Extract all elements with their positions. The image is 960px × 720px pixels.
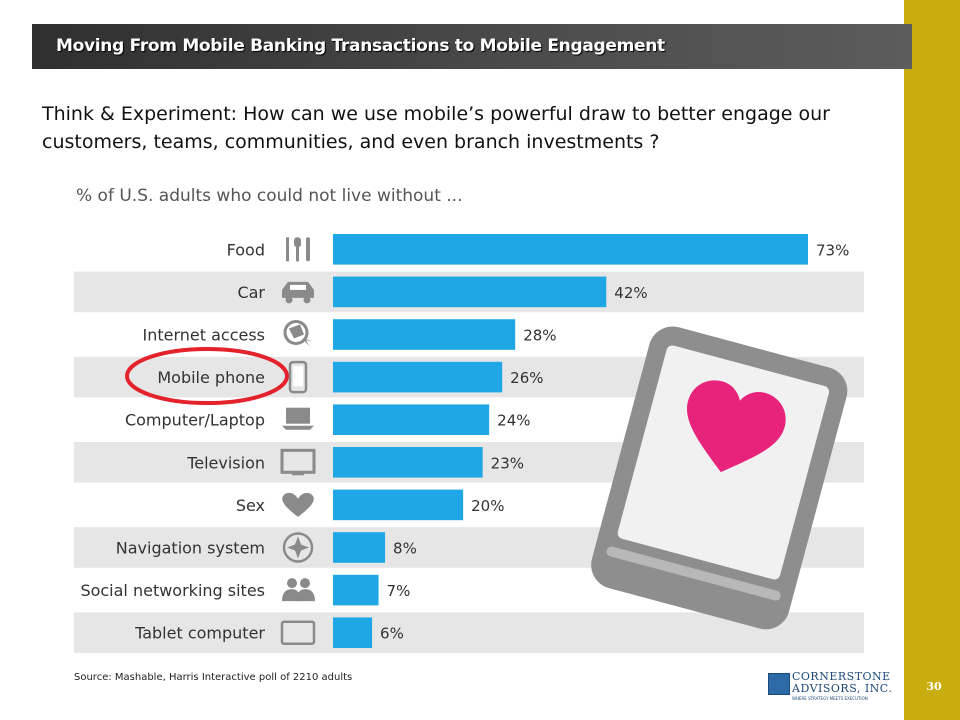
bar xyxy=(333,574,379,606)
slide-title: Moving From Mobile Banking Transactions … xyxy=(56,36,665,56)
value-label: 6% xyxy=(380,625,404,643)
bar xyxy=(333,532,386,563)
category-label: Computer/Laptop xyxy=(125,411,265,430)
highlight-circle xyxy=(125,347,289,405)
bar-row: Television 23% xyxy=(186,447,524,478)
bar-row: Food 73% xyxy=(227,234,849,265)
bar-row: Computer/Laptop 24% xyxy=(125,404,531,435)
value-label: 28% xyxy=(523,327,556,345)
tablet-icon xyxy=(280,620,316,645)
company-logo: CORNERSTONE ADVISORS, INC. WHERE STRATEG… xyxy=(768,670,896,712)
bar-row: Tablet computer 6% xyxy=(134,617,404,648)
value-label: 23% xyxy=(491,454,524,472)
bar xyxy=(333,361,503,393)
mobile-phone-icon xyxy=(288,360,308,394)
bar xyxy=(333,404,490,435)
car-icon xyxy=(282,281,314,304)
category-label: Food xyxy=(227,240,265,259)
value-label: 42% xyxy=(614,284,647,302)
big-heart-icon xyxy=(687,380,786,473)
compass-icon xyxy=(282,532,314,563)
header-bar xyxy=(32,24,912,69)
value-label: 7% xyxy=(387,582,411,600)
bar-row: Car 42% xyxy=(237,276,648,308)
logo-mark-icon xyxy=(768,673,790,695)
category-label: Tablet computer xyxy=(134,624,265,643)
television-icon xyxy=(280,448,316,476)
category-label: Television xyxy=(186,453,265,472)
bar-row: Sex 20% xyxy=(236,489,504,521)
cutlery-icon xyxy=(286,237,310,262)
gold-side-bar xyxy=(904,0,960,720)
globe-icon xyxy=(283,320,312,347)
bar xyxy=(333,489,464,521)
people-icon xyxy=(282,578,315,602)
category-label: Car xyxy=(237,283,265,302)
bar xyxy=(333,617,373,648)
logo-line2: ADVISORS, INC. xyxy=(792,682,893,695)
value-label: 20% xyxy=(471,497,504,515)
category-label: Social networking sites xyxy=(80,581,265,600)
category-label: Sex xyxy=(236,496,265,515)
value-label: 8% xyxy=(393,540,417,558)
value-label: 24% xyxy=(497,412,530,430)
bar-row: Mobile phone 26% xyxy=(157,360,544,394)
laptop-icon xyxy=(282,407,314,430)
heart-icon xyxy=(282,492,314,517)
bar-row: Navigation system 8% xyxy=(116,532,417,563)
logo-line1: CORNERSTONE xyxy=(792,670,891,683)
value-label: 73% xyxy=(816,241,849,259)
category-label: Navigation system xyxy=(116,539,265,558)
page-number: 30 xyxy=(926,680,942,693)
bar xyxy=(333,276,607,308)
bar-row: Social networking sites 7% xyxy=(80,574,411,606)
bar-row: Internet access 28% xyxy=(142,319,557,350)
phone-heart-illustration xyxy=(591,326,848,630)
logo-tagline: WHERE STRATEGY MEETS EXECUTION xyxy=(792,696,868,701)
category-label: Mobile phone xyxy=(157,368,265,387)
bar xyxy=(333,447,483,478)
chart-title: % of U.S. adults who could not live with… xyxy=(76,186,463,206)
category-label: Internet access xyxy=(142,326,265,345)
question-text: Think & Experiment: How can we use mobil… xyxy=(42,103,830,153)
value-label: 26% xyxy=(510,369,543,387)
source-note: Source: Mashable, Harris Interactive pol… xyxy=(74,672,353,683)
bar xyxy=(333,319,516,350)
bar xyxy=(333,234,808,265)
